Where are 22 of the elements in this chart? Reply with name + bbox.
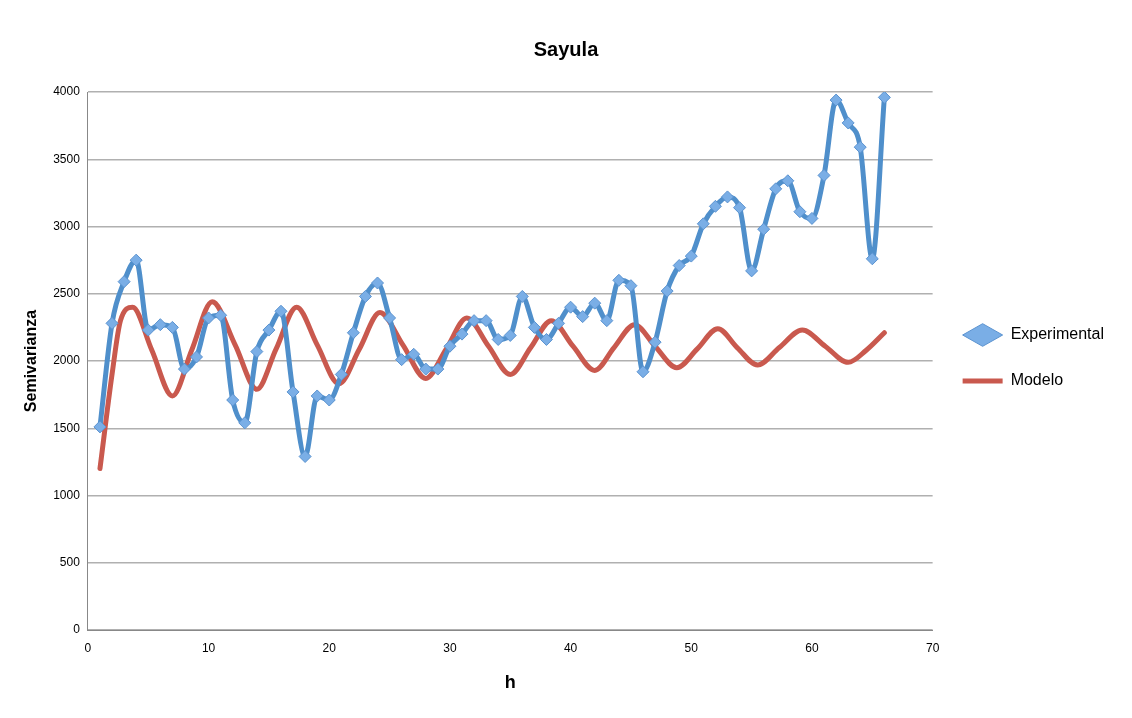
y-tick-label: 2500 [53, 286, 81, 301]
y-tick-label: 500 [59, 555, 81, 570]
chart-title: Sayula [533, 37, 600, 60]
y-tick-label: 4000 [53, 84, 81, 99]
x-tick-label: 70 [925, 640, 940, 655]
y-tick-label: 3000 [53, 218, 81, 233]
legend-label: Modelo [1010, 371, 1064, 389]
x-tick-label: 0 [84, 640, 92, 655]
y-axis-title: Semivarianza [22, 309, 40, 413]
y-tick-label: 0 [73, 622, 81, 637]
x-tick-label: 50 [684, 640, 699, 655]
x-axis-title: h [504, 672, 516, 693]
x-tick-label: 10 [201, 640, 216, 655]
x-tick-label: 30 [443, 640, 457, 655]
y-tick-label: 2000 [53, 353, 81, 368]
y-tick-label: 1500 [53, 420, 81, 435]
x-tick-label: 60 [805, 640, 819, 655]
legend-label: Experimental [1010, 325, 1104, 343]
x-tick-label: 20 [322, 640, 337, 655]
x-tick-label: 40 [563, 640, 578, 655]
y-tick-label: 1000 [53, 487, 81, 502]
y-tick-label: 3500 [53, 151, 81, 166]
